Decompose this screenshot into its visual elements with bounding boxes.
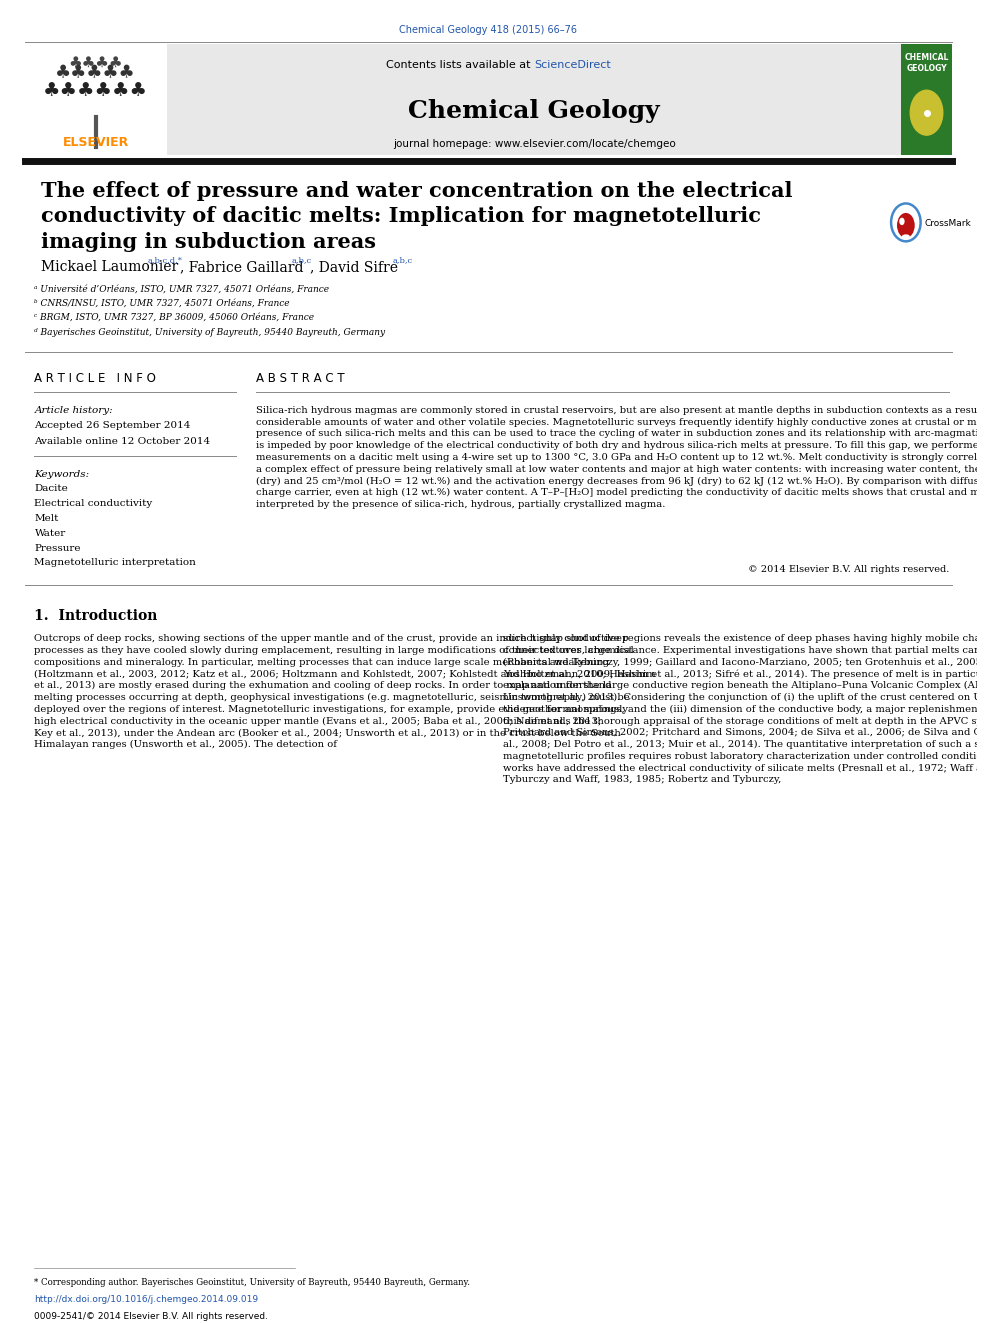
Text: melting processes occurring at depth, geophysical investigations (e.g. magnetote: melting processes occurring at depth, ge… xyxy=(35,693,630,703)
Text: magnetotelluric profiles requires robust laboratory characterization under contr: magnetotelluric profiles requires robust… xyxy=(503,751,992,761)
Text: Keywords:: Keywords: xyxy=(35,470,89,479)
Text: (dry) and 25 cm³/mol (H₂O = 12 wt.%) and the activation energy decreases from 96: (dry) and 25 cm³/mol (H₂O = 12 wt.%) and… xyxy=(256,476,992,486)
Text: high electrical conductivity in the oceanic upper mantle (Evans et al., 2005; Ba: high electrical conductivity in the ocea… xyxy=(35,717,602,726)
Text: a complex effect of pressure being relatively small at low water contents and ma: a complex effect of pressure being relat… xyxy=(256,464,992,474)
Text: ♣♣♣♣♣: ♣♣♣♣♣ xyxy=(56,65,136,83)
Text: the geothermal springs, and the (iii) dimension of the conductive body, a major : the geothermal springs, and the (iii) di… xyxy=(503,705,992,714)
Text: Silica-rich hydrous magmas are commonly stored in crustal reservoirs, but are al: Silica-rich hydrous magmas are commonly … xyxy=(256,406,992,415)
Text: Pressure: Pressure xyxy=(35,544,81,553)
Text: is impeded by poor knowledge of the electrical conductivity of both dry and hydr: is impeded by poor knowledge of the elec… xyxy=(256,441,992,450)
Text: ᵃ Université d’Orléans, ISTO, UMR 7327, 45071 Orléans, France: ᵃ Université d’Orléans, ISTO, UMR 7327, … xyxy=(35,284,329,294)
Text: ♣♣♣♣♣♣: ♣♣♣♣♣♣ xyxy=(43,81,148,99)
Text: Melt: Melt xyxy=(35,515,59,523)
Text: compositions and mineralogy. In particular, melting processes that can induce la: compositions and mineralogy. In particul… xyxy=(35,658,610,667)
Text: ♣♣♣♣: ♣♣♣♣ xyxy=(68,54,123,70)
Text: explanation for the large conductive region beneath the Altiplano–Puna Volcanic : explanation for the large conductive reg… xyxy=(503,681,992,691)
Text: Outcrops of deep rocks, showing sections of the upper mantle and of the crust, p: Outcrops of deep rocks, showing sections… xyxy=(35,634,629,643)
Ellipse shape xyxy=(897,213,915,238)
FancyBboxPatch shape xyxy=(25,44,950,155)
Text: such highly conductive regions reveals the existence of deep phases having highl: such highly conductive regions reveals t… xyxy=(503,634,992,643)
Text: ScienceDirect: ScienceDirect xyxy=(534,61,611,70)
Text: * Corresponding author. Bayerisches Geoinstitut, University of Bayreuth, 95440 B: * Corresponding author. Bayerisches Geoi… xyxy=(35,1278,470,1286)
Text: ᶜ BRGM, ISTO, UMR 7327, BP 36009, 45060 Orléans, France: ᶜ BRGM, ISTO, UMR 7327, BP 36009, 45060 … xyxy=(35,314,314,321)
Text: Dacite: Dacite xyxy=(35,484,68,493)
Text: The effect of pressure and water concentration on the electrical
conductivity of: The effect of pressure and water concent… xyxy=(42,180,793,251)
Text: Chemical Geology 418 (2015) 66–76: Chemical Geology 418 (2015) 66–76 xyxy=(400,25,577,34)
Text: © 2014 Elsevier B.V. All rights reserved.: © 2014 Elsevier B.V. All rights reserved… xyxy=(748,565,949,574)
Text: Available online 12 October 2014: Available online 12 October 2014 xyxy=(35,437,210,446)
Text: Chemical Geology: Chemical Geology xyxy=(409,99,660,123)
Text: Contents lists available at: Contents lists available at xyxy=(386,61,534,70)
Text: A R T I C L E   I N F O: A R T I C L E I N F O xyxy=(35,372,157,385)
Text: deployed over the regions of interest. Magnetotelluric investigations, for examp: deployed over the regions of interest. M… xyxy=(35,705,629,714)
Text: Himalayan ranges (Unsworth et al., 2005). The detection of: Himalayan ranges (Unsworth et al., 2005)… xyxy=(35,740,337,749)
Text: a,b,c: a,b,c xyxy=(292,255,311,263)
Text: (Roberts and Tyburczy, 1999; Gaillard and Iacono-Marziano, 2005; ten Grotenhuis : (Roberts and Tyburczy, 1999; Gaillard an… xyxy=(503,658,992,667)
Text: measurements on a dacitic melt using a 4-wire set up to 1300 °C, 3.0 GPa and H₂O: measurements on a dacitic melt using a 4… xyxy=(256,452,992,462)
Text: Magnetotelluric interpretation: Magnetotelluric interpretation xyxy=(35,558,196,568)
Text: Electrical conductivity: Electrical conductivity xyxy=(35,499,153,508)
Ellipse shape xyxy=(899,218,905,225)
Ellipse shape xyxy=(902,234,910,238)
Text: Article history:: Article history: xyxy=(35,406,113,415)
Text: ELSEVIER: ELSEVIER xyxy=(62,135,129,148)
Text: journal homepage: www.elsevier.com/locate/chemgeo: journal homepage: www.elsevier.com/locat… xyxy=(393,139,676,149)
Text: Mickael Laumonier: Mickael Laumonier xyxy=(42,261,183,274)
Text: http://dx.doi.org/10.1016/j.chemgeo.2014.09.019: http://dx.doi.org/10.1016/j.chemgeo.2014… xyxy=(35,1295,259,1304)
Text: A B S T R A C T: A B S T R A C T xyxy=(256,372,344,385)
Text: Key et al., 2013), under the Andean arc (Booker et al., 2004; Unsworth et al., 2: Key et al., 2013), under the Andean arc … xyxy=(35,729,621,737)
Text: processes as they have cooled slowly during emplacement, resulting in large modi: processes as they have cooled slowly dur… xyxy=(35,646,634,655)
Text: ᵇ CNRS/INSU, ISTO, UMR 7327, 45071 Orléans, France: ᵇ CNRS/INSU, ISTO, UMR 7327, 45071 Orléa… xyxy=(35,299,290,308)
Text: 0009-2541/© 2014 Elsevier B.V. All rights reserved.: 0009-2541/© 2014 Elsevier B.V. All right… xyxy=(35,1312,269,1322)
FancyBboxPatch shape xyxy=(901,44,952,155)
Text: , David Sifre: , David Sifre xyxy=(310,261,402,274)
Text: (Holtzmann et al., 2003, 2012; Katz et al., 2006; Holtzmann and Kohlstedt, 2007;: (Holtzmann et al., 2003, 2012; Katz et a… xyxy=(35,669,656,679)
Text: Accepted 26 September 2014: Accepted 26 September 2014 xyxy=(35,421,190,430)
FancyBboxPatch shape xyxy=(25,44,168,155)
Text: 1.  Introduction: 1. Introduction xyxy=(35,610,158,623)
Text: Water: Water xyxy=(35,529,65,537)
Text: Yoshino et al., 2010; Hashim et al., 2013; Sifré et al., 2014). The presence of : Yoshino et al., 2010; Hashim et al., 201… xyxy=(503,669,992,679)
Text: et al., 2013) are mostly erased during the exhumation and cooling of deep rocks.: et al., 2013) are mostly erased during t… xyxy=(35,681,612,691)
Text: CrossMark: CrossMark xyxy=(925,218,971,228)
Text: al., 2008; Del Potro et al., 2013; Muir et al., 2014). The quantitative interpre: al., 2008; Del Potro et al., 2013; Muir … xyxy=(503,740,992,749)
Text: Unsworth et al., 2013). Considering the conjunction of (i) the uplift of the cru: Unsworth et al., 2013). Considering the … xyxy=(503,693,992,703)
Text: connected over large distance. Experimental investigations have shown that parti: connected over large distance. Experimen… xyxy=(503,646,992,655)
Text: this demands the thorough appraisal of the storage conditions of melt at depth i: this demands the thorough appraisal of t… xyxy=(503,717,992,726)
Text: ᵈ Bayerisches Geoinstitut, University of Bayreuth, 95440 Bayreuth, Germany: ᵈ Bayerisches Geoinstitut, University of… xyxy=(35,328,386,336)
Text: presence of such silica-rich melts and this can be used to trace the cycling of : presence of such silica-rich melts and t… xyxy=(256,430,992,438)
Text: Tyburczy and Waff, 1983, 1985; Robertz and Tyburczy,: Tyburczy and Waff, 1983, 1985; Robertz a… xyxy=(503,775,782,785)
Text: a,b,c,d,*: a,b,c,d,* xyxy=(148,255,183,263)
Text: interpreted by the presence of silica-rich, hydrous, partially crystallized magm: interpreted by the presence of silica-ri… xyxy=(256,500,666,509)
Text: Pritchard and Simons, 2002; Pritchard and Simons, 2004; de Silva et al., 2006; d: Pritchard and Simons, 2002; Pritchard an… xyxy=(503,729,992,737)
Text: charge carrier, even at high (12 wt.%) water content. A T–P–[H₂O] model predicti: charge carrier, even at high (12 wt.%) w… xyxy=(256,488,992,497)
Text: considerable amounts of water and other volatile species. Magnetotelluric survey: considerable amounts of water and other … xyxy=(256,418,992,426)
Text: works have addressed the electrical conductivity of silicate melts (Presnall et : works have addressed the electrical cond… xyxy=(503,763,992,773)
Text: a,b,c: a,b,c xyxy=(392,255,413,263)
Ellipse shape xyxy=(911,90,942,135)
Text: , Fabrice Gaillard: , Fabrice Gaillard xyxy=(180,261,308,274)
Text: CHEMICAL
GEOLOGY: CHEMICAL GEOLOGY xyxy=(905,53,948,73)
